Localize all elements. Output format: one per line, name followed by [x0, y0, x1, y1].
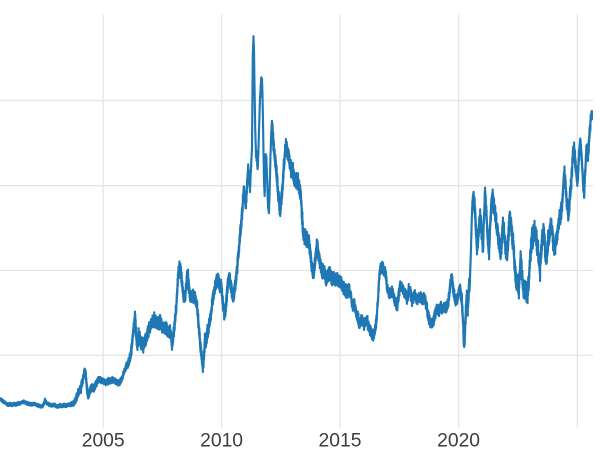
svg-text:2020: 2020 — [437, 430, 480, 450]
svg-text:2005: 2005 — [82, 430, 125, 450]
svg-text:2015: 2015 — [319, 430, 362, 450]
svg-text:2010: 2010 — [200, 430, 243, 450]
